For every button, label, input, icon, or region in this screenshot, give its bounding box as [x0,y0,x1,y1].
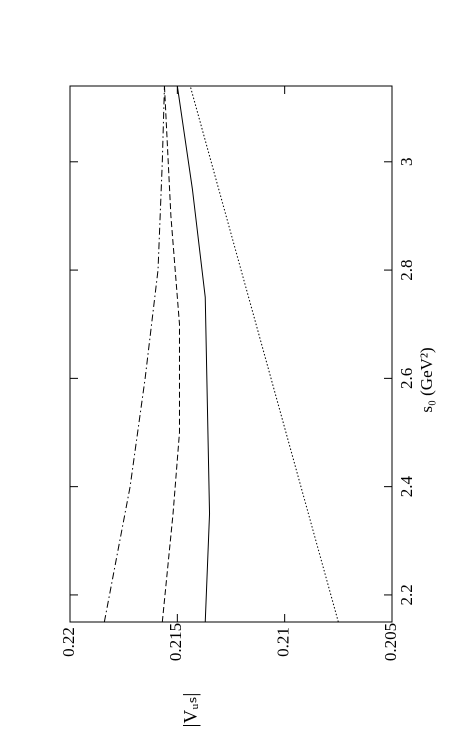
y-tick-label: 0.205 [381,623,400,661]
data-line [189,85,339,623]
plot-frame [69,85,393,623]
data-line [103,85,165,623]
x-axis-label: s₀ (GeV²) [417,347,436,412]
y-tick-label: 0.215 [166,623,185,661]
data-line [161,85,180,623]
x-tick-label: 2.6 [397,368,416,389]
y-axis-label: |Vᵤₛ| [180,693,201,728]
y-tick-label: 0.21 [274,627,293,657]
y-tick-label: 0.22 [59,627,78,657]
x-tick-label: 2.2 [397,584,416,605]
x-tick-label: 3 [397,158,416,167]
x-tick-label: 2.8 [397,259,416,280]
data-line [176,85,211,623]
x-tick-label: 2.4 [397,476,416,498]
